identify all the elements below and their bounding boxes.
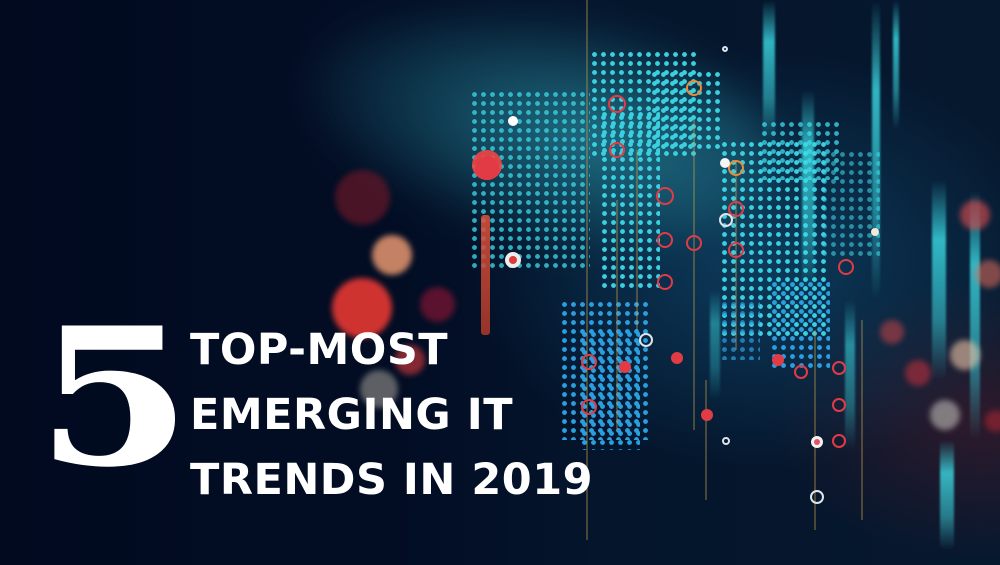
red-bar (481, 215, 490, 335)
number-five: 5 (36, 286, 192, 509)
headline: TOP-MOST EMERGING IT TRENDS IN 2019 (190, 318, 593, 513)
headline-line-1: TOP-MOST (190, 325, 449, 375)
headline-line-3: TRENDS IN 2019 (190, 455, 594, 505)
headline-line-2: EMERGING IT (190, 390, 514, 440)
